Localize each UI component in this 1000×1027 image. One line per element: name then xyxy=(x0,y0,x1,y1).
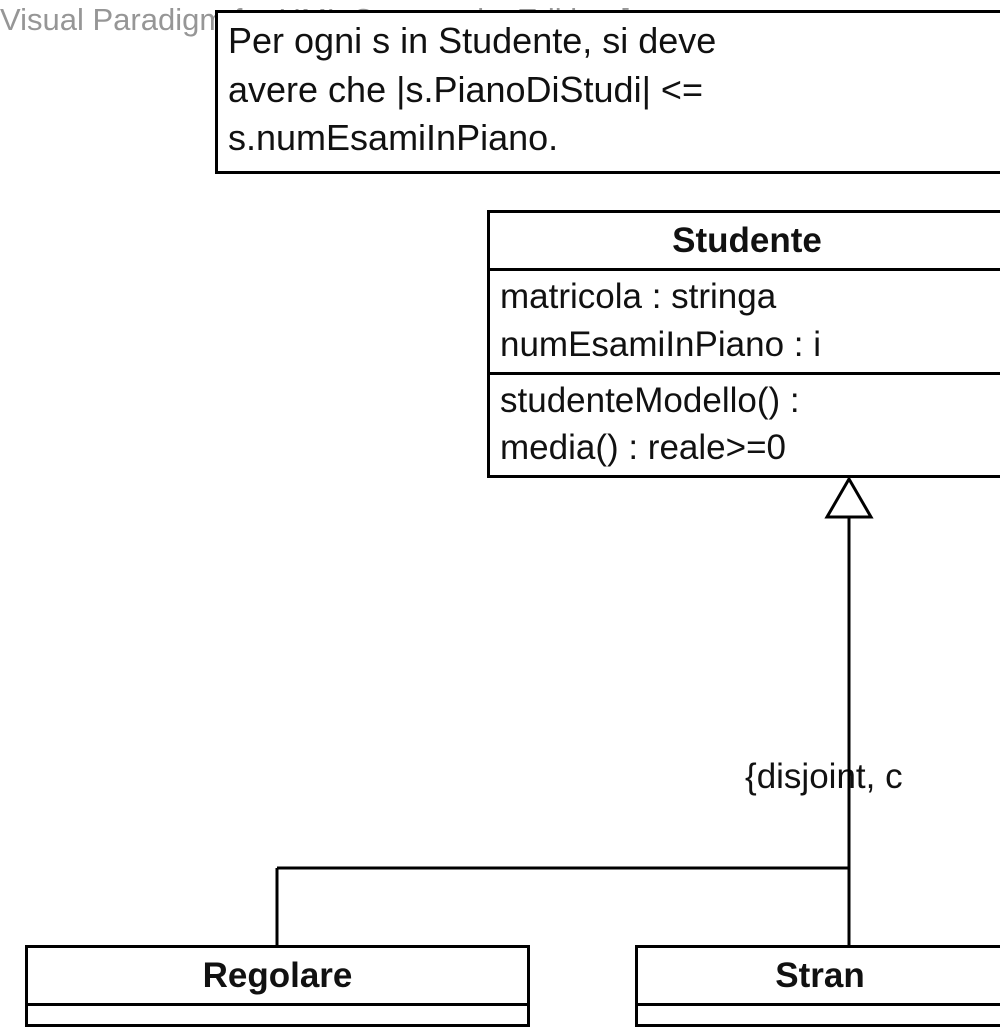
uml-class-straniero: Stran xyxy=(635,945,1000,1027)
attribute: matricola : stringa xyxy=(500,273,994,320)
operation: media() : reale>=0 xyxy=(500,424,994,471)
note-line: avere che |s.PianoDiStudi| <= xyxy=(228,66,992,115)
note-line: Per ogni s in Studente, si deve xyxy=(228,17,992,66)
class-operations: studenteModello() : media() : reale>=0 xyxy=(490,375,1000,476)
uml-class-studente: Studente matricola : stringa numEsamiInP… xyxy=(487,210,1000,478)
class-attributes xyxy=(638,1006,1000,1024)
uml-class-regolare: Regolare xyxy=(25,945,530,1027)
attribute: numEsamiInPiano : i xyxy=(500,321,994,368)
class-operations xyxy=(28,1006,527,1024)
operation: studenteModello() : xyxy=(500,377,994,424)
uml-note: Per ogni s in Studente, si deve avere ch… xyxy=(215,10,1000,174)
class-attributes: matricola : stringa numEsamiInPiano : i xyxy=(490,271,1000,375)
generalization-constraint: {disjoint, c xyxy=(745,757,903,797)
note-line: s.numEsamiInPiano. xyxy=(228,114,992,163)
class-name: Regolare xyxy=(28,948,527,1006)
class-name: Stran xyxy=(638,948,1000,1006)
class-name: Studente xyxy=(490,213,1000,271)
generalization-arrowhead xyxy=(827,479,871,517)
